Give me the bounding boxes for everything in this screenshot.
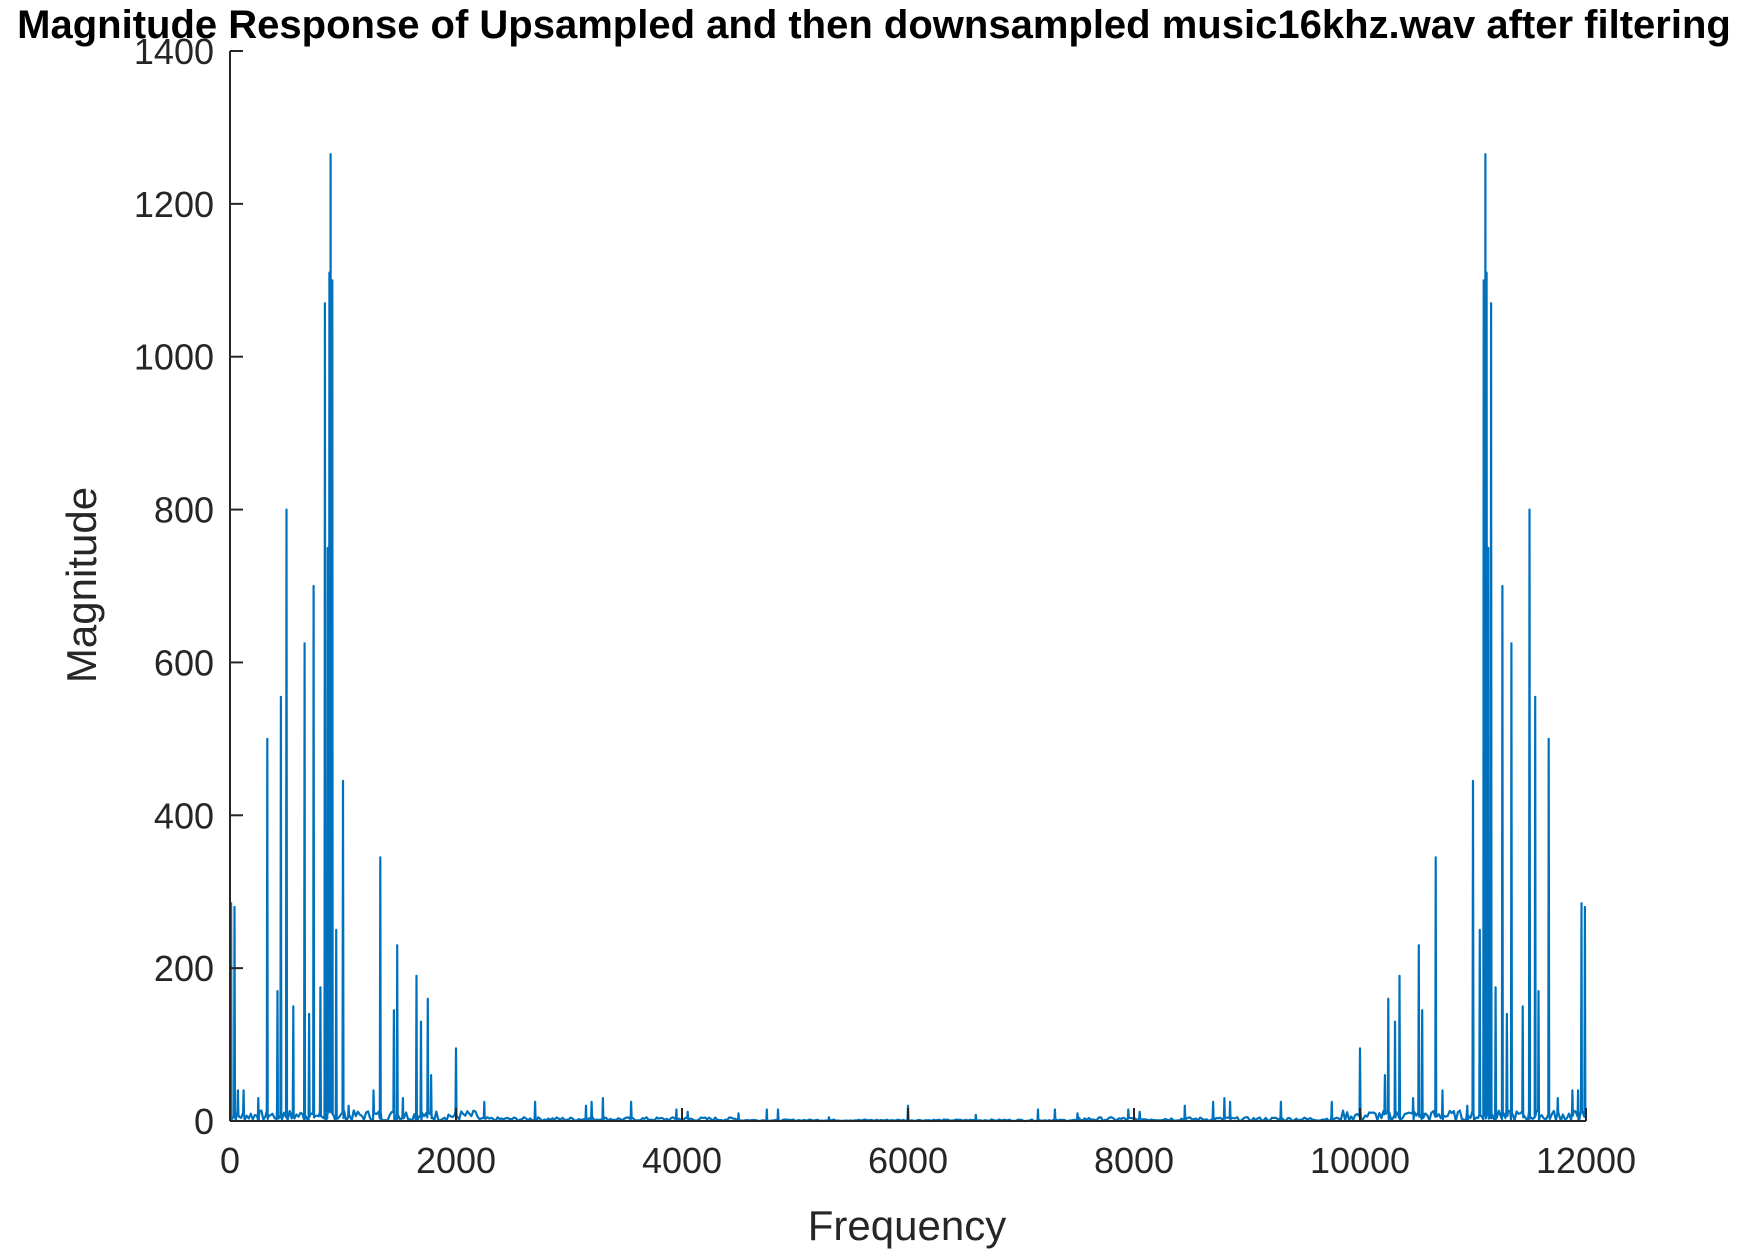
y-tick-label: 1400 <box>134 31 214 72</box>
series-line <box>229 153 1588 1123</box>
y-tick-label: 1000 <box>134 337 214 378</box>
chart-title: Magnitude Response of Upsampled and then… <box>17 3 1731 47</box>
x-tick-label: 4000 <box>642 1140 722 1181</box>
x-tick-label: 12000 <box>1536 1140 1636 1181</box>
y-tick-label: 0 <box>194 1101 214 1142</box>
axes: 0 2000 4000 6000 8000 10000 12000 0 200 400 600 800… <box>134 31 1636 1181</box>
x-tick-label: 6000 <box>868 1140 948 1181</box>
y-tick-label: 400 <box>154 795 214 836</box>
x-tick-label: 2000 <box>416 1140 496 1181</box>
x-axis-label: Frequency <box>808 1202 1006 1249</box>
y-axis-label: Magnitude <box>58 487 105 683</box>
y-tick-label: 1200 <box>134 184 214 225</box>
plot-area <box>229 153 1588 1123</box>
x-tick-label: 10000 <box>1310 1140 1410 1181</box>
y-tick-label: 200 <box>154 948 214 989</box>
y-tick-label: 600 <box>154 642 214 683</box>
x-tick-label: 0 <box>220 1140 240 1181</box>
y-tick-label: 800 <box>154 490 214 531</box>
x-tick-label: 8000 <box>1094 1140 1174 1181</box>
